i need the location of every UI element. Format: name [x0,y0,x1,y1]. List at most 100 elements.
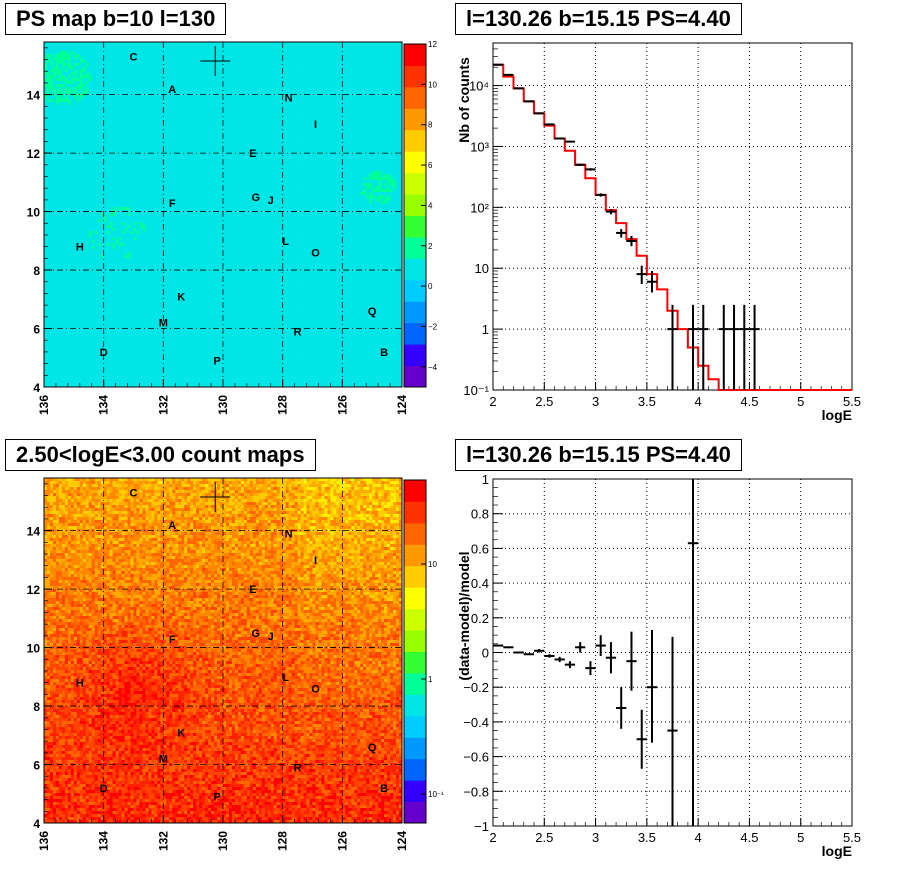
map-pixel [157,342,161,346]
map-pixel [112,213,116,217]
map-pixel [88,312,93,316]
map-pixel [130,207,134,211]
map-pixel [106,45,111,49]
map-pixel [85,360,90,364]
map-pixel [112,81,116,85]
map-pixel [44,321,48,325]
map-pixel [133,279,137,283]
map-pixel [67,141,72,145]
map-pixel [76,297,81,301]
map-pixel [73,321,78,325]
map-pixel [139,138,143,142]
map-pixel [103,114,108,118]
map-pixel [139,354,143,358]
map-pixel [85,171,90,175]
map-pixel [106,363,111,367]
map-pixel [52,150,57,154]
map-pixel [136,249,140,253]
map-pixel [121,231,125,235]
map-pixel [106,180,111,184]
map-pixel [79,165,84,169]
map-pixel [106,141,111,145]
map-pixel [163,147,167,151]
map-pixel [49,258,54,262]
map-pixel [94,189,99,193]
map-pixel [166,60,170,64]
map-pixel [61,357,66,361]
map-pixel [136,381,140,385]
map-pixel [142,144,146,148]
map-pixel [55,153,60,157]
map-pixel [109,111,114,115]
map-pixel [58,192,63,196]
map-pixel [136,51,140,55]
map-pixel [70,153,75,157]
map-pixel [151,189,155,193]
map-pixel [145,54,149,58]
map-pixel [44,372,48,376]
map-pixel [139,288,143,292]
map-pixel [91,156,96,160]
map-pixel [73,219,78,223]
map-pixel [130,342,134,346]
map-pixel [106,258,111,262]
map-pixel [145,84,149,88]
map-pixel [142,222,146,226]
map-pixel [100,93,105,97]
map-pixel [145,66,149,70]
map-pixel [154,99,158,103]
map-pixel [133,162,137,166]
map-pixel [85,258,90,262]
map-pixel [79,327,84,331]
map-pixel [145,321,149,325]
map-pixel [124,309,128,313]
map-pixel [58,159,63,163]
map-pixel [52,348,57,352]
map-pixel [106,105,111,109]
map-pixel [112,261,116,265]
map-pixel [55,105,60,109]
map-pixel [67,201,72,205]
map-pixel [103,144,108,148]
map-pixel [76,87,81,91]
map-pixel [103,126,108,130]
map-pixel [118,234,122,238]
map-pixel [79,318,84,322]
map-pixel [64,291,69,295]
map-pixel [58,291,63,295]
map-pixel [151,336,155,340]
map-pixel [100,42,105,46]
map-pixel [91,129,96,133]
map-pixel [121,84,125,88]
map-pixel [88,288,93,292]
map-pixel [70,42,75,46]
map-pixel [67,225,72,229]
map-pixel [148,213,152,217]
map-pixel [55,294,60,298]
map-pixel [169,123,173,127]
map-pixel [76,309,81,313]
map-pixel [133,384,137,388]
map-pixel [52,147,57,151]
map-pixel [139,153,143,157]
map-pixel [112,270,116,274]
map-pixel [163,111,167,115]
map-pixel [136,291,140,295]
map-pixel [118,285,122,289]
map-pixel [76,51,81,55]
map-pixel [46,360,51,364]
map-pixel [130,111,134,115]
map-pixel [154,135,158,139]
map-pixel [94,57,99,61]
map-pixel [121,87,125,91]
map-pixel [100,72,105,76]
map-pixel [139,333,143,337]
map-pixel [94,162,99,166]
map-pixel [46,132,51,136]
map-pixel [142,72,146,76]
map-pixel [118,267,122,271]
map-pixel [148,165,152,169]
map-pixel [166,318,170,322]
map-pixel [73,261,78,265]
map-pixel [64,66,69,70]
